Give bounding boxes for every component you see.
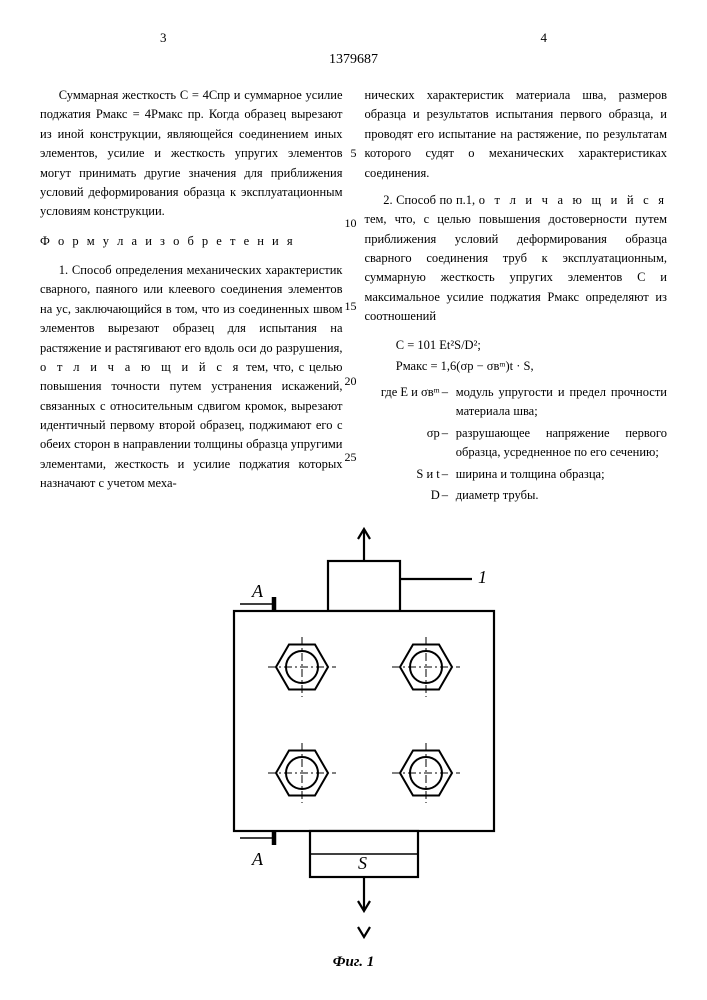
page-num-left: 3 [160, 30, 167, 46]
col1-p2c: тем, что, с целью повышения точности пут… [40, 360, 343, 490]
col1-para2: 1. Способ определения механических харак… [40, 261, 343, 494]
col2-para2: 2. Способ по п.1, о т л и ч а ю щ и й с … [365, 191, 668, 327]
col2-p2c: тем, что, с целью повышения достоверност… [365, 212, 668, 323]
col1-para1: Суммарная жесткость C = 4Cпр и суммарное… [40, 86, 343, 222]
where-sym: D [376, 486, 442, 505]
line-num-10: 10 [345, 214, 357, 233]
equation-1: C = 101 Et²S/D²; [396, 335, 667, 356]
line-num-25: 25 [345, 448, 357, 467]
where-row: где E и σвᵐ – модуль упругости и предел … [376, 383, 667, 422]
dimension-S: S [358, 853, 367, 873]
callout-1: 1 [478, 567, 487, 587]
where-list: где E и σвᵐ – модуль упругости и предел … [376, 383, 667, 505]
figure-caption: Фиг. 1 [40, 954, 667, 971]
line-num-20: 20 [345, 372, 357, 391]
section-label-A-bottom: A [251, 849, 264, 869]
equations: C = 101 Et²S/D²; Pмакс = 1,6(σр − σвᵐ)t … [396, 335, 667, 378]
col1-p2b: о т л и ч а ю щ и й с я [40, 360, 241, 374]
where-txt: диаметр трубы. [456, 486, 667, 505]
line-num-5: 5 [351, 144, 357, 163]
column-right: нических характеристик материала шва, ра… [365, 86, 668, 507]
where-txt: ширина и толщина образца; [456, 465, 667, 484]
where-row: D – диаметр трубы. [376, 486, 667, 505]
where-sym: σр [376, 424, 442, 443]
formula-heading: Ф о р м у л а и з о б р е т е н и я [40, 232, 343, 251]
doc-number: 1379687 [40, 52, 667, 68]
where-txt: модуль упругости и предел прочности мате… [456, 383, 667, 422]
col2-para1: нических характеристик материала шва, ра… [365, 86, 668, 183]
figure-1: A A 1 S Фиг. 1 [40, 525, 667, 971]
where-row: S и t – ширина и толщина образца; [376, 465, 667, 484]
figure-svg: A A 1 S [174, 525, 534, 945]
page-num-right: 4 [541, 30, 548, 46]
section-label-A-top: A [251, 581, 264, 601]
where-sym: где E и σвᵐ [376, 383, 442, 402]
col2-p2b: о т л и ч а ю щ и й с я [479, 193, 667, 207]
col2-p2a: 2. Способ по п.1, [383, 193, 478, 207]
column-left: Суммарная жесткость C = 4Cпр и суммарное… [40, 86, 343, 507]
col1-p2a: 1. Способ определения механических харак… [40, 263, 343, 355]
line-num-15: 15 [345, 297, 357, 316]
where-sym: S и t [376, 465, 442, 484]
where-row: σр – разрушающее напряжение первого обра… [376, 424, 667, 463]
where-txt: разрушающее напряжение первого образца, … [456, 424, 667, 463]
equation-2: Pмакс = 1,6(σр − σвᵐ)t · S, [396, 356, 667, 377]
